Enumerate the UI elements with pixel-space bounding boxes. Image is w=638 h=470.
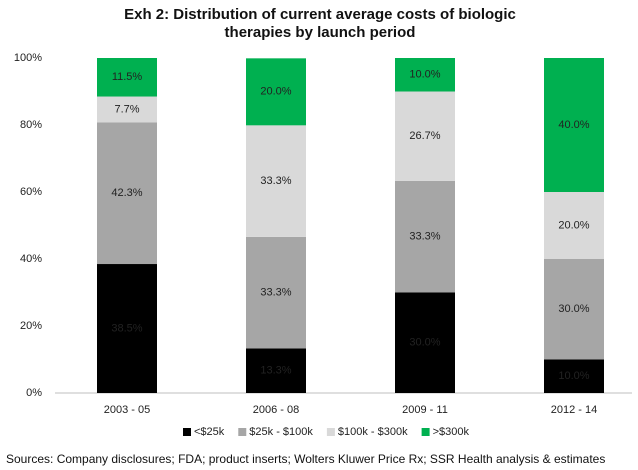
data-label: 20.0%: [558, 219, 589, 231]
bar-segment: [544, 58, 604, 192]
legend-label: <$25k: [194, 426, 225, 438]
data-label: 33.3%: [260, 287, 291, 299]
legend-label: >$300k: [433, 426, 470, 438]
data-label: 20.0%: [260, 86, 291, 98]
data-label: 30.0%: [409, 337, 440, 349]
y-tick-label: 80%: [20, 119, 42, 131]
data-label: 30.0%: [558, 303, 589, 315]
legend-swatch: [421, 428, 430, 436]
legend-swatch: [238, 428, 247, 436]
legend-swatch: [183, 428, 191, 436]
bar-segment: [544, 192, 604, 259]
y-tick-label: 100%: [14, 52, 42, 64]
bar-segment: [97, 264, 157, 393]
bar-segment: [97, 58, 157, 97]
bar-segment: [97, 122, 157, 265]
data-label: 26.7%: [409, 130, 440, 142]
bar-segment: [395, 91, 455, 181]
bar-segment: [395, 58, 455, 92]
chart-title: Exh 2: Distribution of current average c…: [124, 6, 516, 41]
bar-segment: [246, 125, 306, 237]
data-label: 10.0%: [409, 69, 440, 81]
bar-segment: [395, 180, 455, 293]
legend-swatch: [326, 428, 335, 436]
x-tick-label: 2012 - 14: [551, 404, 597, 416]
x-tick-label: 2009 - 11: [402, 404, 448, 416]
bar-segment: [246, 348, 306, 393]
y-tick-label: 0%: [26, 387, 42, 399]
y-tick-label: 60%: [20, 186, 42, 198]
y-tick-label: 40%: [20, 253, 42, 265]
data-label: 33.3%: [260, 175, 291, 187]
bar-segment: [97, 96, 157, 123]
bar-segment: [544, 259, 604, 360]
plot: 0% 20% 40% 60% 80% 100% 2003 - 05 38.5% 42.3% 7.7…: [14, 52, 632, 438]
data-label: 38.5%: [111, 322, 142, 334]
data-label: 13.3%: [260, 365, 291, 377]
bar-segment: [544, 359, 604, 393]
data-label: 11.5%: [112, 71, 143, 83]
bar-segment: [395, 292, 455, 393]
data-label: 33.3%: [409, 231, 440, 243]
source-note: Sources: Company disclosures; FDA; produ…: [6, 452, 606, 466]
x-tick-label: 2006 - 08: [253, 404, 299, 416]
legend-label: $100k - $300k: [338, 426, 408, 438]
y-tick-label: 20%: [20, 320, 42, 332]
data-label: 10.0%: [558, 370, 589, 382]
data-label: 42.3%: [111, 187, 142, 199]
bar-segment: [246, 58, 306, 126]
legend-label: $25k - $100k: [249, 426, 313, 438]
bar-segment: [246, 236, 306, 349]
x-tick-label: 2003 - 05: [104, 404, 150, 416]
data-label: 7.7%: [114, 103, 139, 115]
data-label: 40.0%: [558, 119, 589, 131]
